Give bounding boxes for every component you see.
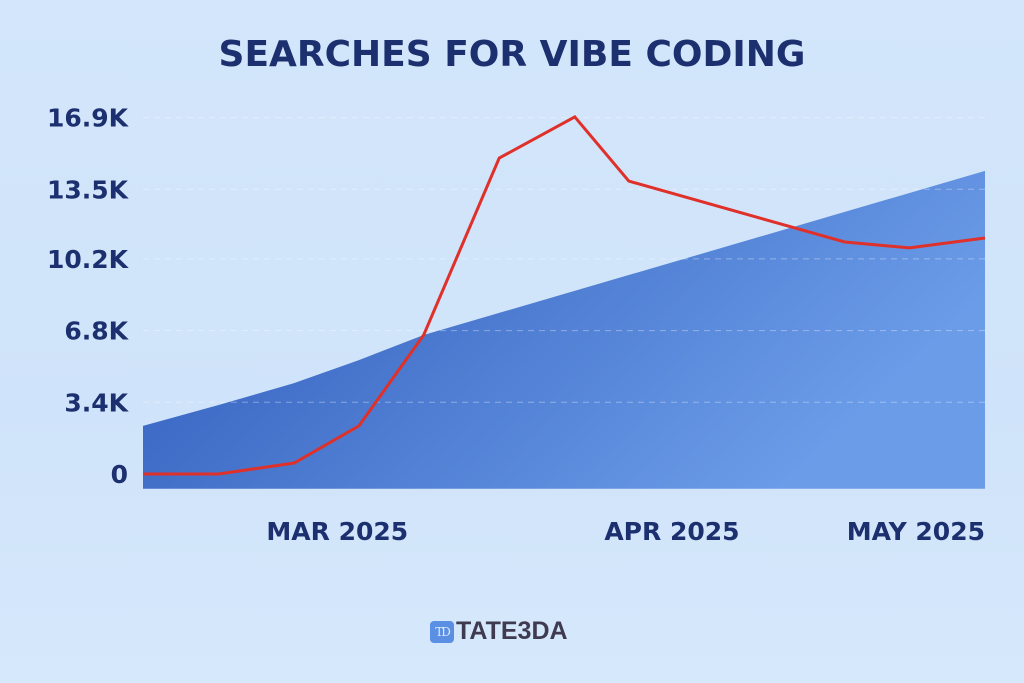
area-series xyxy=(143,170,985,489)
logo-text: TATE3DA xyxy=(456,617,568,645)
chart-title: SEARCHES FOR VIBE CODING xyxy=(219,34,806,75)
logo-badge: TD xyxy=(430,620,454,643)
x-tick-label: APR 2025 xyxy=(604,517,739,546)
logo: TD TATE3DA xyxy=(430,617,568,646)
y-tick-label: 10.2K xyxy=(47,245,130,274)
x-tick-label: MAR 2025 xyxy=(266,517,408,546)
y-tick-label: 13.5K xyxy=(47,175,130,204)
y-tick-label: 16.9K xyxy=(47,104,130,133)
x-tick-label: MAY 2025 xyxy=(847,517,985,546)
y-tick-label: 3.4K xyxy=(64,388,129,417)
y-tick-label: 0 xyxy=(111,460,128,489)
y-tick-label: 6.8K xyxy=(64,317,129,346)
